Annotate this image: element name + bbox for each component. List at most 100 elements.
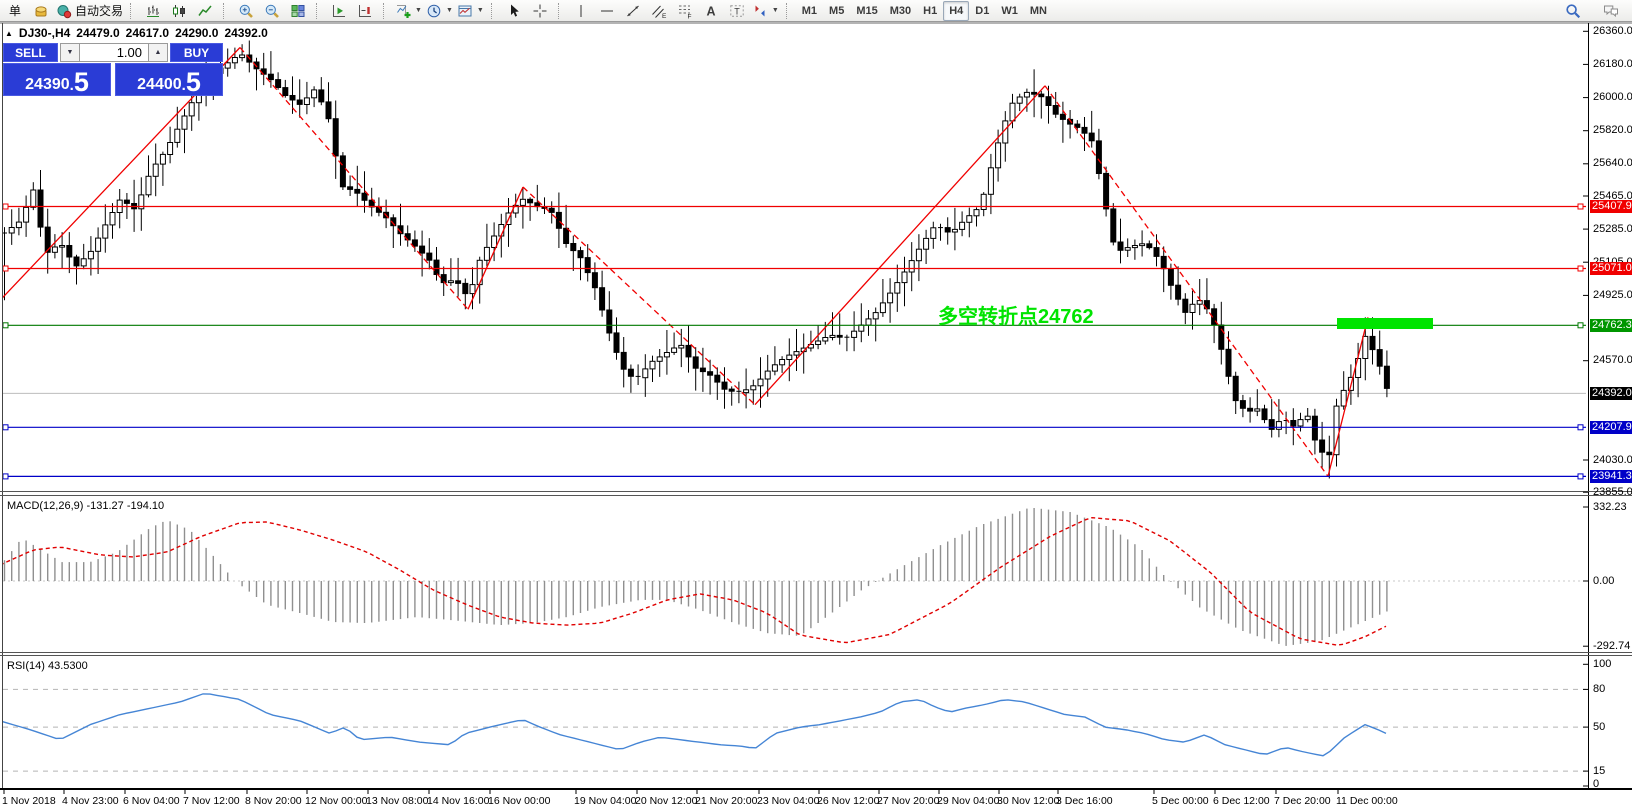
macd-axis-tick: 332.23 (1593, 501, 1627, 513)
volume-increase-button[interactable]: ▲ (148, 43, 168, 62)
trendline-icon (626, 5, 639, 16)
chart-title: ▲ DJ30-,H4 24479.0 24617.0 24290.0 24392… (5, 26, 268, 40)
ohlc-close: 24392.0 (224, 26, 268, 40)
timeframe-h4-button[interactable]: H4 (943, 0, 970, 21)
search-button[interactable] (1560, 1, 1586, 21)
chevron-down-icon[interactable]: ▼ (771, 7, 779, 14)
green-highlight-box[interactable] (1337, 318, 1433, 329)
buy-price-panel[interactable]: 24400. 5 (115, 63, 223, 96)
time-axis-label: 7 Dec 20:00 (1274, 795, 1331, 807)
channel-icon: E (651, 5, 667, 19)
macd-axis-tick: -292.74 (1593, 640, 1631, 652)
timeframe-m1-button[interactable]: M1 (801, 4, 818, 17)
indicators-icon (397, 4, 411, 18)
time-axis-label: 4 Nov 23:00 (62, 795, 119, 807)
text-label-button[interactable]: T (724, 1, 750, 21)
auto-scroll-button[interactable] (352, 1, 378, 21)
zoom-in-button[interactable] (233, 1, 259, 21)
chat-icon (1604, 5, 1618, 18)
crosshair-button[interactable] (527, 1, 553, 21)
vline-icon (580, 4, 582, 17)
candlestick-button[interactable] (166, 1, 192, 21)
macd-panel (3, 508, 1586, 646)
volume-input[interactable]: 1.00 (80, 43, 148, 62)
timeframe-m30-button[interactable]: M30 (889, 4, 912, 17)
toolbar-separator (130, 2, 136, 19)
chat-button[interactable] (1598, 1, 1624, 21)
time-axis-label: 19 Nov 04:00 (574, 795, 637, 807)
one-click-trade-panel: SELL ▼ 1.00 ▲ BUY 24390. 5 24400. 5 (3, 43, 223, 96)
toolbar-separator (383, 2, 389, 19)
time-axis-label: 13 Nov 08:00 (366, 795, 429, 807)
ohlc-low: 24290.0 (175, 26, 219, 40)
volume-decrease-button[interactable]: ▼ (60, 43, 80, 62)
time-axis-label: 12 Nov 00:00 (305, 795, 368, 807)
price-level-badge: 25407.9 (1590, 200, 1632, 213)
price-axis-tick: 24570.0 (1593, 354, 1632, 366)
timeframe-m5-button[interactable]: M5 (829, 4, 845, 17)
trendline-button[interactable] (620, 1, 646, 21)
autotrading-button[interactable]: 自动交易 (54, 1, 125, 21)
tile-windows-button[interactable] (285, 1, 311, 21)
time-axis-label: 16 Nov 00:00 (488, 795, 551, 807)
buy-button[interactable]: BUY (170, 43, 223, 62)
timeframe-d1-button[interactable]: D1 (975, 4, 990, 17)
arrows-button[interactable]: ▼ (750, 1, 781, 21)
toolbar-separator (316, 2, 322, 19)
timeframe-m15-button[interactable]: M15 (856, 4, 878, 17)
autotrading-icon (57, 4, 72, 18)
time-axis-label: 1 Nov 2018 (2, 795, 56, 807)
periods-button[interactable]: ▼ (424, 1, 455, 21)
new-order-label: 单 (8, 4, 21, 18)
macd-indicator-label: MACD(12,26,9) -131.27 -194.10 (7, 500, 165, 512)
time-axis-label: 27 Nov 20:00 (877, 795, 940, 807)
price-axis-tick: 25640.0 (1593, 157, 1632, 169)
gold-button[interactable] (28, 1, 54, 21)
chart-shift-button[interactable] (326, 1, 352, 21)
timeframe-mn-button[interactable]: MN (1029, 4, 1047, 17)
bar-chart-button[interactable] (140, 1, 166, 21)
buy-price-main: 24400 (137, 76, 182, 93)
templates-button[interactable]: ▼ (455, 1, 486, 21)
sell-button[interactable]: SELL (3, 43, 58, 62)
indicators-button[interactable]: ▼ (393, 1, 424, 21)
sell-price-panel[interactable]: 24390. 5 (3, 63, 111, 96)
bar-chart-icon (147, 5, 160, 17)
new-order-button[interactable]: 单 (2, 1, 28, 21)
chevron-down-icon[interactable]: ▼ (415, 7, 422, 14)
zoom-out-button[interactable] (259, 1, 285, 21)
pivot-annotation-text[interactable]: 多空转折点24762 (938, 306, 1094, 328)
time-axis-label: 20 Nov 12:00 (635, 795, 698, 807)
chart-shift-icon (333, 4, 346, 17)
rsi-panel (3, 688, 1586, 772)
templates-icon (458, 5, 472, 16)
price-axis-tick: 26000.0 (1593, 91, 1632, 103)
time-axis-label: 5 Dec 00:00 (1152, 795, 1209, 807)
fibonacci-button[interactable]: F (672, 1, 698, 21)
chevron-down-icon[interactable]: ▼ (445, 7, 453, 14)
fibonacci-icon: F (678, 5, 691, 19)
rsi-axis-tick: 15 (1593, 765, 1606, 777)
channel-button[interactable]: E (646, 1, 672, 21)
price-level-badge: 24762.3 (1590, 319, 1632, 332)
vline-button[interactable] (568, 1, 594, 21)
collapse-panel-arrow[interactable]: ▲ (5, 28, 13, 38)
sell-price-main: 24390 (25, 76, 70, 93)
time-axis-label: 3 Dec 16:00 (1056, 795, 1113, 807)
timeframe-w1-button[interactable]: W1 (1001, 4, 1018, 17)
cursor-button[interactable] (501, 1, 527, 21)
symbol-timeframe: DJ30-,H4 (18, 26, 71, 40)
chevron-down-icon[interactable]: ▼ (476, 7, 484, 14)
price-axis-tick: 25285.0 (1593, 223, 1632, 235)
hline-button[interactable] (594, 1, 620, 21)
line-chart-button[interactable] (192, 1, 218, 21)
price-axis-tick: 26180.0 (1593, 58, 1632, 70)
crosshair-icon (533, 4, 547, 17)
rsi-axis-tick: 50 (1593, 721, 1606, 733)
timeframe-h1-button[interactable]: H1 (923, 4, 938, 17)
buy-price-dot: . (181, 77, 186, 94)
rsi-axis-tick: 80 (1593, 683, 1606, 695)
svg-text:E: E (662, 13, 667, 19)
text-button[interactable]: A (698, 1, 724, 21)
